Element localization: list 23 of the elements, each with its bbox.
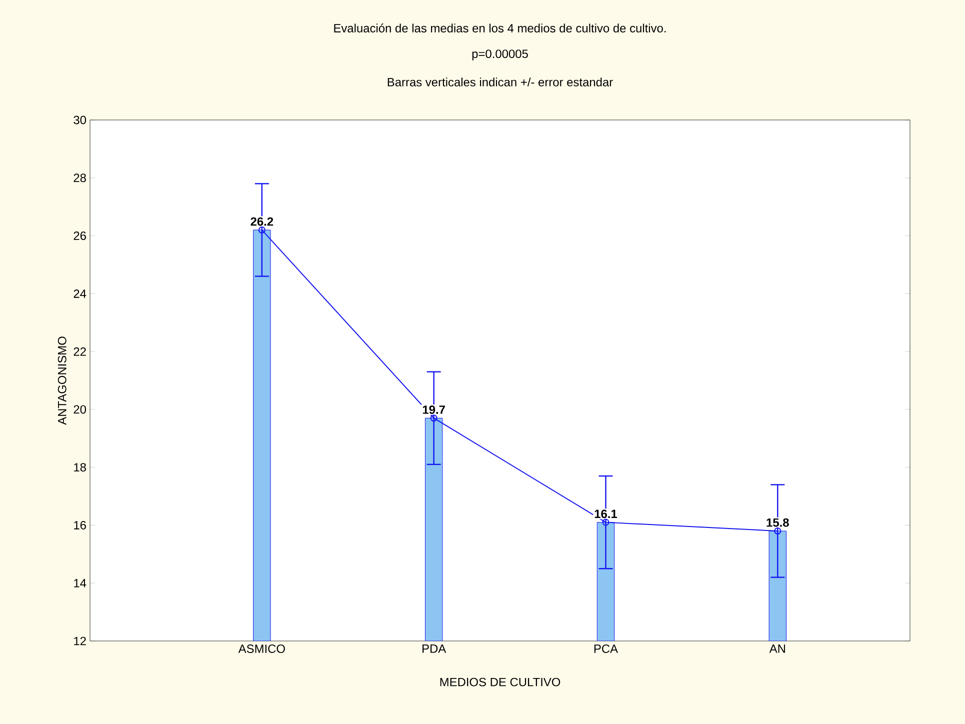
x-tick-label: PDA — [422, 644, 446, 653]
y-tick-label: 14 — [74, 578, 86, 588]
data-label: 15.8 — [766, 518, 789, 527]
y-tick-label: 24 — [74, 289, 86, 298]
y-tick-label: 30 — [74, 116, 86, 124]
y-tick-label: 22 — [74, 347, 86, 356]
data-label: 16.1 — [594, 510, 618, 518]
y-axis-title: ANTAGONISMO — [58, 336, 66, 425]
y-tick-label: 18 — [74, 463, 86, 472]
chart-subtitle: p=0.00005 — [472, 50, 528, 60]
x-tick-label: AN — [769, 644, 785, 653]
y-tick-label: 26 — [74, 232, 86, 240]
y-tick-label: 28 — [74, 174, 86, 182]
text: Barras verticales indican +/- error estandar — [388, 78, 613, 86]
x-axis-title: MEDIOS DE CULTIVO — [440, 678, 560, 686]
y-tick-label: 16 — [74, 520, 86, 530]
x-tick-label: PCA — [594, 644, 618, 653]
y-tick-label: 12 — [74, 636, 86, 646]
chart-title: Evaluación de las medias en los 4 medios de cultivo de cultivo. — [334, 24, 666, 32]
x-tick-label: ASMICO — [238, 644, 285, 653]
y-tick-label: 20 — [74, 405, 86, 414]
data-label: 19.7 — [422, 405, 445, 414]
data-label: 26.2 — [250, 217, 274, 226]
